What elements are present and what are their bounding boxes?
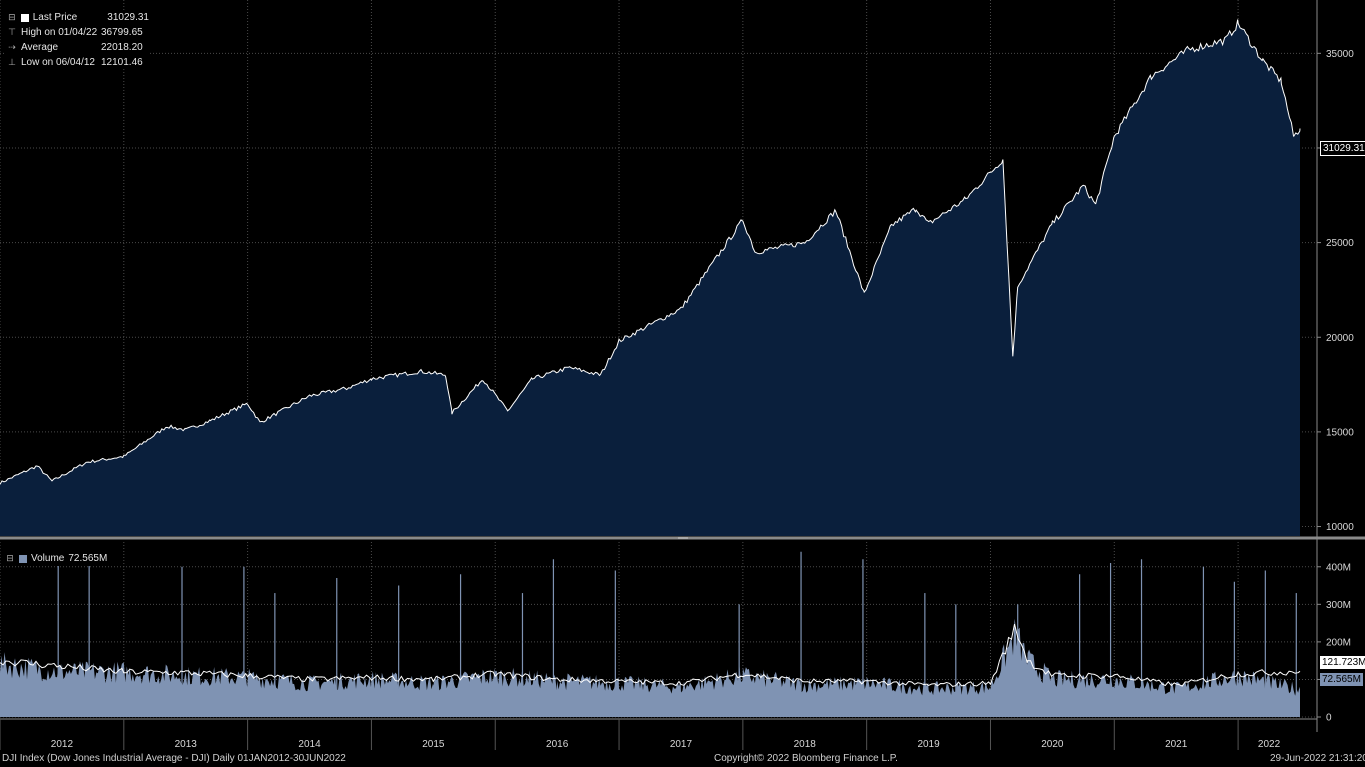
x-tick-label: 2021	[1165, 739, 1188, 750]
legend-value: 22018.20	[101, 42, 143, 53]
x-tick-label: 2015	[422, 739, 445, 750]
low-marker-icon: ⊥	[8, 57, 16, 67]
price-legend: ⊟ Last Price 31029.31 ⊤ High on 01/04/22…	[5, 10, 149, 69]
x-tick-label: 2013	[175, 739, 198, 750]
footer-security-description: DJI Index (Dow Jones Industrial Average …	[2, 753, 346, 764]
x-tick-label: 2012	[51, 739, 74, 750]
volume-average-tag: 121.723M	[1320, 656, 1365, 669]
collapse-icon[interactable]: ⊟	[6, 553, 14, 563]
legend-row-last-price: ⊟ Last Price 31029.31	[7, 10, 149, 25]
price-area	[0, 19, 1300, 536]
legend-row-volume: ⊟ Volume 72.565M	[5, 551, 107, 566]
x-tick-label: 2020	[1041, 739, 1064, 750]
legend-value: 12101.46	[101, 57, 143, 68]
y-tick-label: 400M	[1326, 562, 1351, 573]
y-tick-label: 10000	[1326, 522, 1354, 533]
price-line	[0, 19, 1301, 485]
footer-copyright: Copyright© 2022 Bloomberg Finance L.P.	[714, 753, 898, 764]
x-tick-label: 2016	[546, 739, 569, 750]
x-tick-label: 2014	[298, 739, 321, 750]
x-axis-labels: 2012 2013 2014 2015 2016 2017 2018 2019 2020 2021…	[0, 719, 1281, 750]
footer-timestamp: 29-Jun-2022 21:31:20	[1270, 753, 1365, 764]
x-tick-label: 2022	[1258, 739, 1281, 750]
x-tick-label: 2019	[917, 739, 940, 750]
legend-row-average: ⇢ Average 22018.20	[7, 40, 149, 55]
legend-label: Average	[21, 42, 59, 53]
volume-average-line	[0, 623, 1301, 687]
volume-area	[0, 618, 1300, 717]
y-tick-label: 35000	[1326, 49, 1354, 60]
volume-legend: ⊟ Volume 72.565M	[5, 551, 112, 566]
legend-row-low: ⊥ Low on 06/04/12 12101.46	[7, 55, 149, 70]
volume-swatch-icon	[19, 554, 27, 563]
y-tick-label: 15000	[1326, 427, 1354, 438]
x-tick-label: 2017	[670, 739, 693, 750]
x-tick-label: 2018	[794, 739, 817, 750]
legend-value: 31029.31	[107, 12, 149, 23]
y-tick-label: 0	[1326, 713, 1332, 724]
legend-label: Volume	[31, 553, 65, 564]
legend-value: 72.565M	[68, 553, 108, 564]
legend-label: Low on 06/04/12	[21, 57, 95, 68]
collapse-icon[interactable]: ⊟	[8, 12, 16, 22]
legend-label: High on 01/04/22	[21, 27, 98, 38]
average-marker-icon: ⇢	[8, 42, 16, 52]
y-tick-label: 25000	[1326, 238, 1354, 249]
y-tick-label: 300M	[1326, 600, 1351, 611]
y-tick-label: 20000	[1326, 333, 1354, 344]
legend-label: Last Price	[32, 12, 78, 23]
volume-last-tag: 72.565M	[1320, 673, 1363, 686]
y-tick-label: 200M	[1326, 637, 1351, 648]
legend-value: 36799.65	[101, 27, 143, 38]
last-price-tag: 31029.31	[1320, 141, 1365, 156]
legend-row-high: ⊤ High on 01/04/22 36799.65	[7, 25, 149, 40]
last-price-swatch-icon	[20, 13, 29, 22]
high-marker-icon: ⊤	[8, 27, 16, 37]
